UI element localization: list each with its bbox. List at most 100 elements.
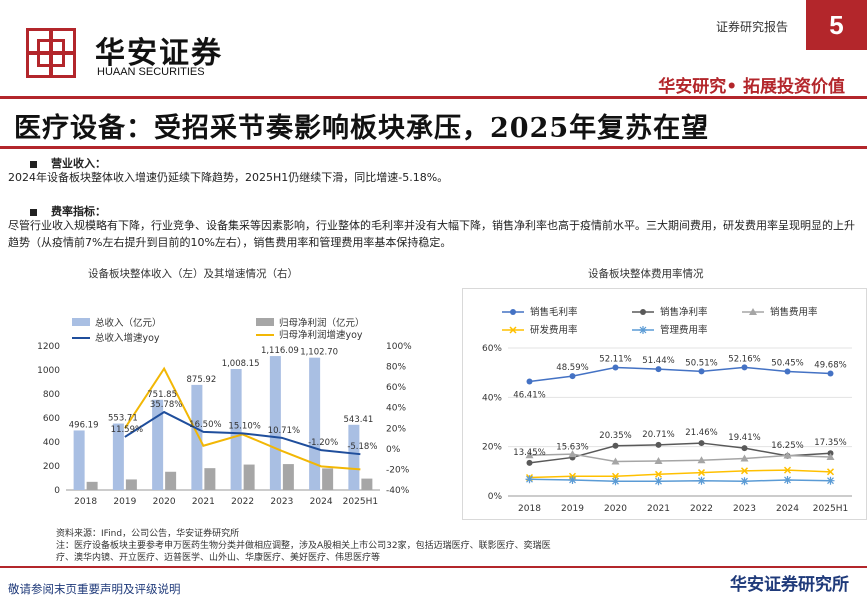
legend-label-selling-expense: 销售费用率 bbox=[770, 306, 818, 318]
bar-net-profit bbox=[282, 464, 294, 490]
disclaimer: 敬请参阅末页重要声明及评级说明 bbox=[8, 582, 181, 596]
footer-divider bbox=[0, 566, 867, 568]
point-gross-margin bbox=[526, 378, 533, 385]
section-text-revenue: 2024年设备板块整体收入增速仍延续下降趋势，2025H1仍继续下滑，同比增速-… bbox=[8, 171, 449, 184]
x-tick-label: 2022 bbox=[231, 497, 254, 507]
x-tick-label: 2024 bbox=[310, 497, 333, 507]
bar-revenue bbox=[191, 384, 203, 490]
legend-marker-gross-margin bbox=[510, 309, 516, 315]
legend-swatch-net-profit bbox=[256, 318, 274, 326]
y2-tick-label: 60% bbox=[386, 383, 406, 393]
data-label-revenue: 1,116.09 bbox=[261, 346, 299, 356]
data-label-revenue: 496.19 bbox=[69, 420, 99, 430]
bar-revenue bbox=[269, 356, 281, 490]
section-text-expense: 尽管行业收入规模略有下降，行业竞争、设备集采等因素影响，行业整体的毛利率并没有大… bbox=[8, 219, 855, 249]
bar-net-profit bbox=[243, 464, 255, 490]
data-label-growth: 16.50% bbox=[189, 420, 221, 430]
page-title: 医疗设备：受招采节奏影响板块承压，2025年复苏在望 bbox=[14, 113, 710, 144]
x-tick-label: 2018 bbox=[74, 497, 97, 507]
report-type: 证券研究报告 bbox=[716, 20, 789, 34]
page-number: 5 bbox=[806, 0, 867, 50]
point-gross-margin bbox=[569, 373, 576, 380]
point-gross-margin bbox=[698, 368, 705, 375]
legend-label-rd-expense: 研发费用率 bbox=[530, 324, 578, 336]
legend-label-revenue-growth: 总收入增速yoy bbox=[95, 332, 160, 344]
line-revenue-growth bbox=[124, 410, 361, 456]
point-admin-expense bbox=[611, 477, 620, 486]
x-tick-label: 2020 bbox=[153, 497, 176, 507]
bar-revenue bbox=[348, 424, 360, 490]
title-divider bbox=[0, 146, 867, 149]
point-admin-expense bbox=[826, 476, 835, 485]
scope-note: 注：医疗设备板块主要参考申万医药生物分类并做相应调整，涉及A股相关上市公司32家… bbox=[56, 541, 551, 563]
header-divider bbox=[0, 96, 867, 99]
x-tick-label: 2019 bbox=[561, 504, 584, 514]
y2-tick-label: 80% bbox=[386, 363, 406, 373]
data-label-net-margin: 13.45% bbox=[513, 448, 545, 458]
x-tick-label: 2023 bbox=[733, 504, 756, 514]
point-rd-expense bbox=[826, 468, 835, 476]
y2-tick-label: -40% bbox=[386, 486, 410, 496]
x-tick-label: 2021 bbox=[192, 497, 215, 507]
y-tick-label: 1000 bbox=[37, 366, 60, 376]
data-label-growth: -1.20% bbox=[308, 438, 338, 448]
y2-tick-label: 100% bbox=[386, 342, 412, 352]
point-gross-margin bbox=[827, 370, 834, 377]
point-selling-expense bbox=[826, 453, 835, 461]
legend-marker-rd-expense bbox=[509, 326, 517, 334]
legend-label-net-margin: 销售净利率 bbox=[660, 306, 708, 318]
line-gross-margin bbox=[529, 366, 831, 383]
data-label-net-margin: 19.41% bbox=[728, 433, 760, 443]
section-heading-expense: 费率指标： bbox=[30, 203, 106, 219]
bar-revenue bbox=[152, 399, 164, 490]
x-tick-label: 2025H1 bbox=[813, 504, 848, 514]
legend-label-net-profit-growth: 归母净利润增速yoy bbox=[279, 329, 363, 341]
bar-net-profit bbox=[165, 471, 177, 490]
point-gross-margin bbox=[612, 364, 619, 371]
data-label-revenue: 1,008.15 bbox=[222, 359, 260, 369]
y2-tick-label: 20% bbox=[386, 424, 406, 434]
point-net-margin bbox=[526, 459, 533, 466]
bar-net-profit bbox=[125, 479, 137, 490]
data-label-revenue: 553.71 bbox=[108, 414, 138, 424]
y-tick-label: 800 bbox=[43, 390, 60, 400]
x-tick-label: 2023 bbox=[270, 497, 293, 507]
point-rd-expense bbox=[697, 469, 706, 477]
legend-marker-admin-expense bbox=[639, 326, 647, 334]
bar-revenue bbox=[309, 357, 321, 490]
point-selling-expense bbox=[568, 450, 577, 458]
x-tick-label: 2022 bbox=[690, 504, 713, 514]
y2-tick-label: 0% bbox=[386, 445, 401, 455]
line-rd-expense bbox=[529, 469, 831, 479]
brand-name-en: HUAAN SECURITIES bbox=[97, 66, 205, 78]
point-gross-margin bbox=[784, 368, 791, 375]
line-net-profit-growth bbox=[124, 366, 361, 471]
data-label-gross-margin: 50.51% bbox=[685, 358, 717, 368]
line-admin-expense bbox=[529, 478, 831, 482]
legend-label-net-profit: 归母净利润（亿元） bbox=[279, 317, 365, 329]
x-tick-label: 2020 bbox=[604, 504, 627, 514]
point-rd-expense bbox=[740, 467, 749, 475]
data-label-gross-margin: 50.45% bbox=[771, 359, 803, 369]
y-tick-label: 200 bbox=[43, 462, 60, 472]
data-label-revenue: 1,102.70 bbox=[300, 348, 338, 358]
point-net-margin bbox=[741, 445, 748, 452]
bar-net-profit bbox=[322, 468, 334, 490]
data-label-growth: 10.71% bbox=[268, 426, 300, 436]
point-selling-expense bbox=[740, 454, 749, 462]
bar-revenue bbox=[73, 430, 85, 490]
y-tick-label: 0% bbox=[488, 492, 503, 502]
y2-tick-label: -20% bbox=[386, 465, 410, 475]
point-net-margin bbox=[612, 442, 619, 449]
legend-label-revenue: 总收入（亿元） bbox=[95, 317, 162, 329]
line-selling-expense bbox=[529, 453, 831, 463]
point-gross-margin bbox=[655, 366, 662, 373]
point-net-margin bbox=[655, 441, 662, 448]
chart2-title: 设备板块整体费用率情况 bbox=[588, 268, 704, 280]
data-label-gross-margin: 48.59% bbox=[556, 363, 588, 373]
y-tick-label: 400 bbox=[43, 438, 60, 448]
chart1-title: 设备板块整体收入（左）及其增速情况（右） bbox=[88, 268, 298, 280]
legend-label-admin-expense: 管理费用率 bbox=[660, 324, 708, 336]
point-admin-expense bbox=[697, 476, 706, 485]
data-label-growth: 15.10% bbox=[228, 421, 260, 431]
